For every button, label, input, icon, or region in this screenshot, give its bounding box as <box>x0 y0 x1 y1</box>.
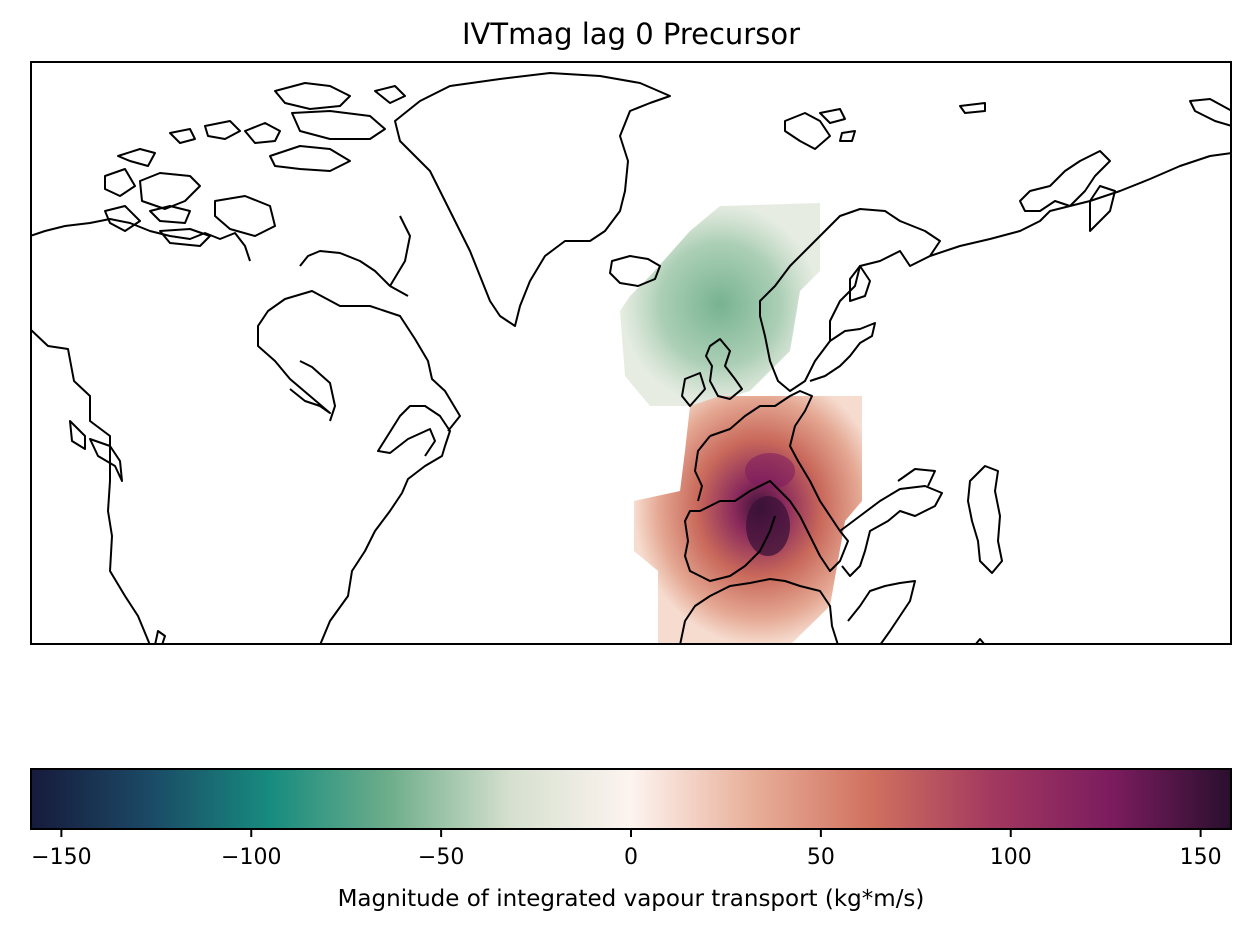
british-isles-coast <box>705 338 743 400</box>
colorbar-gradient <box>30 768 1232 830</box>
colorbar-ticks: −150 −100 −50 0 50 100 150 <box>31 829 1222 870</box>
scandinavia-coast <box>759 208 941 392</box>
colorbar-tick-label: 0 <box>624 845 638 870</box>
coastlines <box>30 72 1232 645</box>
north-america-coast <box>30 328 151 645</box>
europe-coast <box>684 390 849 582</box>
greenland-coast <box>394 72 671 327</box>
colorbar-tick-label: −100 <box>221 845 281 870</box>
map-border <box>30 61 1232 645</box>
colorbar-tick-label: −150 <box>31 845 91 870</box>
colorbar-label: Magnitude of integrated vapour transport… <box>337 886 925 912</box>
map-title: IVTmag lag 0 Precursor <box>461 17 800 51</box>
positive-anomaly-field <box>634 396 862 645</box>
colorbar-tick-label: 50 <box>807 845 835 870</box>
negative-anomaly-field <box>620 203 820 406</box>
colorbar: −150 −100 −50 0 50 100 150 <box>30 768 1232 870</box>
north-africa-coast <box>679 578 839 645</box>
colorbar-tick-label: −50 <box>418 845 464 870</box>
colorbar-tick-label: 100 <box>990 845 1032 870</box>
colorbar-tick-label: 150 <box>1180 845 1222 870</box>
iceland-coast <box>609 255 661 287</box>
map-panel <box>30 61 1232 645</box>
